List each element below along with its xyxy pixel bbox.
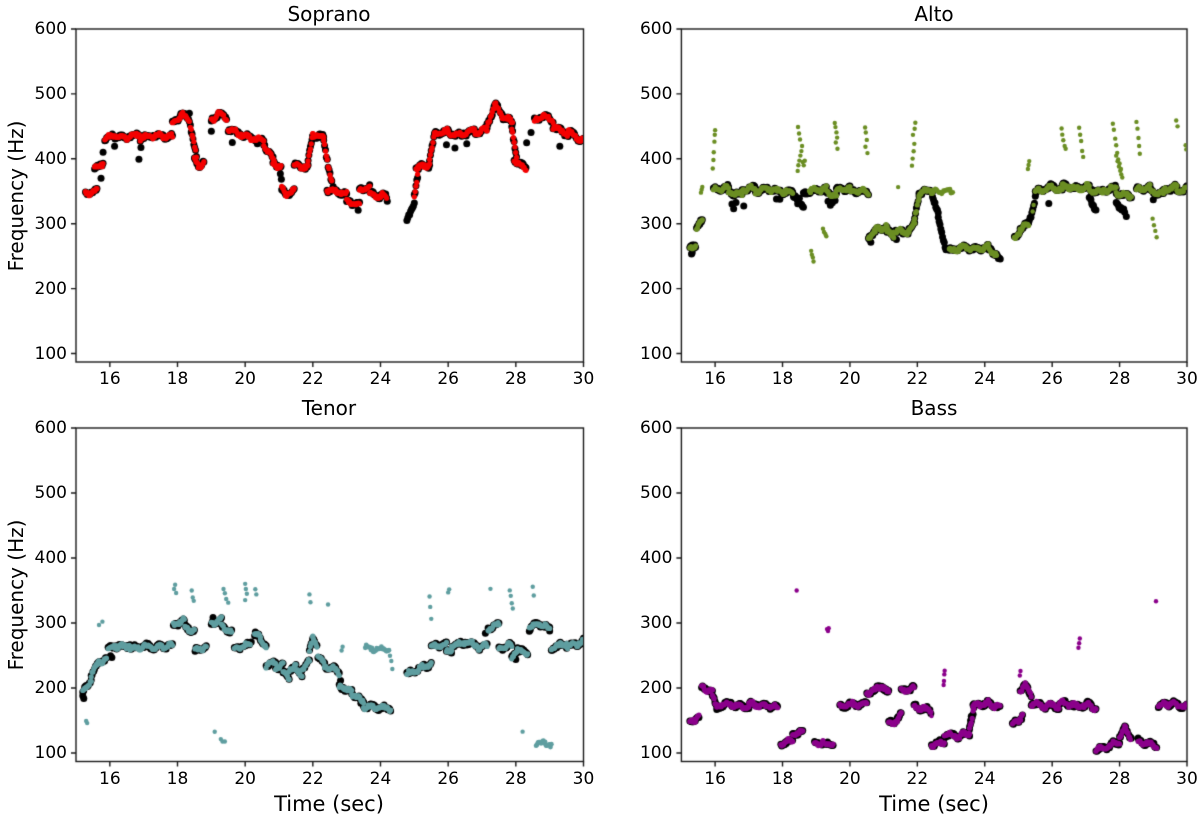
bass-y-tick-label: 400 [639,548,673,569]
tenor-x-tick-label: 28 [505,768,527,789]
subplot-title-alto: Alto [914,2,954,26]
subplot-title-tenor: Tenor [301,396,357,420]
bass-x-tick-label: 16 [704,768,726,789]
alto-y-tick-label: 500 [639,83,673,104]
bass-y-tick-label: 600 [639,418,673,438]
alto-x-tick-label: 20 [839,369,861,389]
soprano-x-tick-label: 24 [369,369,392,389]
soprano-x-tick-label: 22 [302,369,324,389]
tenor-y-tick-label: 400 [34,548,67,569]
bass-x-tick-label: 24 [973,768,996,789]
x-axis-label-bass: Time (sec) [879,792,989,816]
tenor-x-tick-label: 16 [99,768,121,789]
tenor-x-tick-label: 30 [572,768,595,789]
tenor-y-tick-label: 500 [34,483,67,503]
bass-y-tick-label: 300 [639,613,673,634]
soprano-y-tick-label: 300 [34,213,67,234]
bass-y-tick-label: 100 [639,743,673,764]
y-axis-label-bottom: Frequency (Hz) [4,519,28,671]
alto-x-tick-label: 16 [704,369,726,389]
soprano-y-tick-label: 400 [34,148,67,169]
soprano-x-tick-label: 20 [234,369,256,389]
alto-x-tick-label: 24 [973,369,996,389]
soprano-y-tick-label: 500 [34,83,67,104]
soprano-x-tick-label: 16 [99,369,121,389]
subplot-title-bass: Bass [910,396,958,420]
bass-y-tick-label: 200 [639,678,673,699]
bass-x-tick-label: 26 [1041,768,1063,789]
soprano-y-tick-label: 200 [34,278,67,299]
tenor-y-tick-label: 200 [34,678,67,699]
soprano-x-tick-label: 28 [505,369,527,389]
alto-y-tick-label: 600 [639,19,673,39]
bass-x-tick-label: 20 [839,768,861,789]
alto-y-tick-label: 400 [639,148,673,169]
tenor-y-tick-label: 600 [34,418,67,438]
tenor-x-tick-label: 24 [369,768,392,789]
soprano-x-tick-label: 30 [572,369,595,389]
bass-x-tick-label: 28 [1108,768,1131,789]
alto-y-tick-label: 300 [639,213,673,234]
subplot-title-soprano: Soprano [287,2,371,26]
bass-x-tick-label: 30 [1176,768,1198,789]
soprano-y-tick-label: 100 [34,343,67,364]
x-axis-label-tenor: Time (sec) [274,792,384,816]
alto-y-tick-label: 200 [639,278,673,299]
bass-y-tick-label: 500 [639,483,673,503]
y-axis-label-top: Frequency (Hz) [4,120,28,272]
tenor-x-tick-label: 22 [302,768,324,789]
soprano-x-tick-label: 18 [166,369,189,389]
alto-x-tick-label: 26 [1041,369,1063,389]
alto-x-tick-label: 22 [906,369,929,389]
bass-x-tick-label: 22 [906,768,929,789]
tenor-y-tick-label: 100 [34,743,67,764]
alto-x-tick-label: 18 [771,369,794,389]
alto-x-tick-label: 28 [1108,369,1131,389]
alto-y-tick-label: 100 [639,343,673,364]
tenor-y-tick-label: 300 [34,613,67,634]
alto-x-tick-label: 30 [1176,369,1198,389]
tenor-x-tick-label: 26 [437,768,459,789]
soprano-x-tick-label: 26 [437,369,459,389]
soprano-y-tick-label: 600 [34,19,67,39]
tenor-x-tick-label: 18 [166,768,189,789]
tenor-x-tick-label: 20 [234,768,256,789]
bass-x-tick-label: 18 [771,768,794,789]
